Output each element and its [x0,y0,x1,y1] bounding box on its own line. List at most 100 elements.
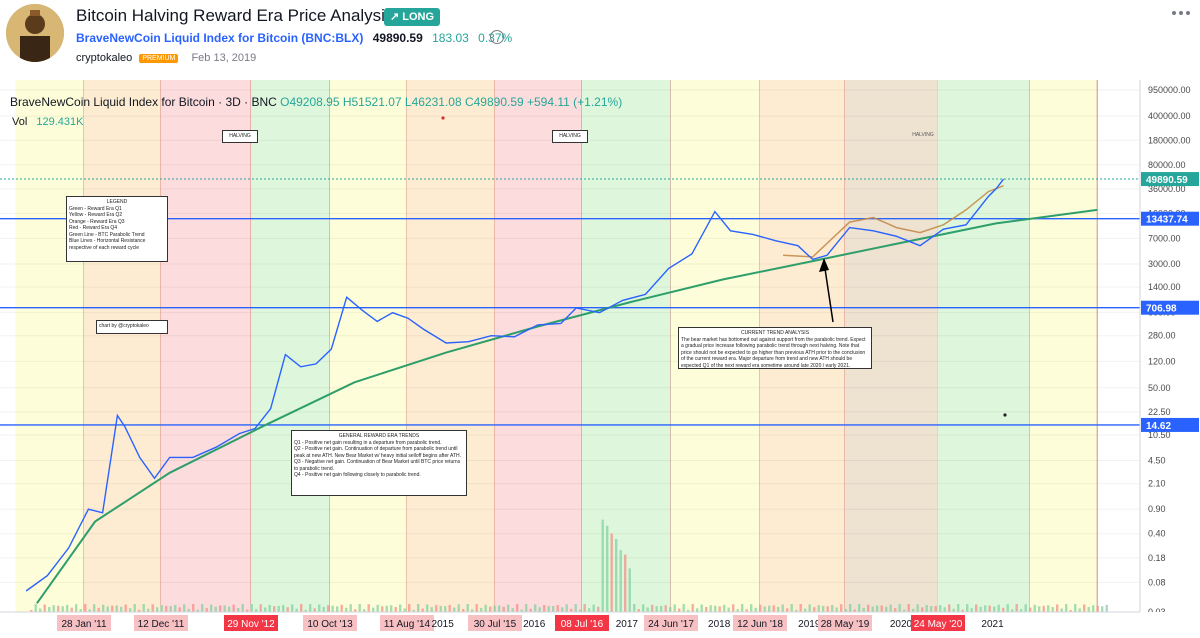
volume-bar [507,604,510,612]
symbol-name-link[interactable]: BraveNewCoin Liquid Index for Bitcoin [76,31,299,45]
volume-bar [358,604,361,612]
legend-box-line: Yellow - Reward Era Q2 [69,212,123,218]
volume-bar [561,607,564,612]
price-label: 49890.59 [1146,175,1188,186]
publish-date: Feb 13, 2019 [191,52,257,64]
volume-bar [840,604,843,612]
volume-bar [124,604,127,612]
long-badge: ↗ LONG [384,8,441,26]
volume-bar [988,605,991,612]
volume-bar [687,609,690,612]
volume-bar [943,607,946,612]
volume-bar [502,606,505,612]
current-trend-box[interactable]: CURRENT TREND ANALYSIS The bear market h… [678,327,872,369]
y-tick-label: 400000.00 [1148,111,1191,121]
volume-bar [304,609,307,612]
volume-bar [84,604,87,612]
halving-label: HALVING [552,130,588,143]
volume-bar [318,604,321,612]
volume-bar [552,606,555,612]
volume-bar [1056,604,1059,612]
more-options-icon[interactable] [1170,6,1192,20]
general-trends-line: Q1 - Positive net gain resulting in a de… [294,439,442,446]
volume-bar [862,607,865,612]
volume-bar [799,604,802,612]
volume-bar [412,609,415,612]
symbol-code-link[interactable]: (BNC:BLX) [301,31,364,45]
price-chart[interactable]: 950000.00 400000.00 180000.00 80000.00 36000… [0,80,1200,638]
volume-bar [39,608,42,612]
volume-bar [610,533,613,612]
x-tick-label: 30 Jul '15 [474,619,517,630]
volume-bar [574,604,577,612]
volume-bar [1020,609,1023,612]
volume-bar [399,604,402,612]
volume-bar [237,608,240,612]
volume-bar [466,604,469,612]
symbol-price: 49890.59 [372,31,423,45]
volume-bar [151,604,154,612]
author-name-link[interactable]: cryptokaleo [76,52,133,64]
volume-bar [858,604,861,612]
price-label-bg [1141,300,1199,315]
volume-bar [498,605,501,612]
volume-bar [147,608,150,612]
y-tick-label: 80000.00 [1148,160,1186,170]
volume-bar [880,605,883,612]
volume-bar [471,609,474,612]
legend-box[interactable]: LEGEND Green - Reward Era Q1 Yellow - Re… [66,196,168,262]
volume-value: 129.431K [36,116,84,128]
volume-bar [259,604,262,612]
volume-bar [655,606,658,612]
volume-bar [966,604,969,612]
general-trends-box[interactable]: GENERAL REWARD ERA TRENDS Q1 - Positive … [291,430,467,496]
volume-bar [34,604,37,612]
x-tick-label: 28 May '19 [821,619,870,630]
general-trends-line: Q2 - Positive net gain. Continuation of … [294,446,462,459]
volume-bar [579,609,582,612]
volume-bar [219,605,222,612]
arrow-up-right-icon: ↗ [390,11,400,23]
volume-bar [907,604,910,612]
volume-bar [300,604,303,612]
volume-bar [984,605,987,612]
volume-bar [939,605,942,612]
volume-bar [759,604,762,612]
price-label-bg [1141,172,1199,187]
long-badge-label: LONG [402,11,435,23]
legend-box-line: Red - Reward Era Q4 [69,225,118,231]
x-tick-label: 24 May '20 [914,619,963,630]
chart-legend: BraveNewCoin Liquid Index for Bitcoin · … [10,95,622,109]
date-label-bg [134,615,188,631]
volume-bar [1105,604,1108,612]
volume-bar [804,608,807,612]
volume-bar [777,606,780,612]
y-tick-label: 50.00 [1148,383,1171,393]
chart-area[interactable]: 950000.00 400000.00 180000.00 80000.00 36000… [0,80,1200,638]
volume-bar [619,550,622,612]
volume-bar [286,607,289,612]
volume-bar [1074,604,1077,612]
volume-bar [255,608,258,612]
volume-bar [1015,604,1018,612]
volume-bar [97,607,100,612]
author-credit-box[interactable]: chart by @cryptokaleo [96,320,168,334]
price-label: 706.98 [1146,304,1177,315]
volume-bar [129,608,132,612]
volume-bar [1087,607,1090,612]
volume-bar [930,606,933,612]
x-tick-label: 28 Jan '11 [61,619,107,630]
volume-bar [556,605,559,612]
author-row: cryptokaleo PREMIUM Feb 13, 2019 [76,52,256,64]
volume-bar [345,607,348,612]
volume-bar [795,609,798,612]
price-label-bg [1141,417,1199,432]
volume-bar [142,604,145,612]
author-avatar[interactable] [6,4,64,62]
legend-box-line: respective of each reward cycle [69,244,140,251]
alert-clock-icon[interactable] [490,30,504,44]
y-tick-label: 180000.00 [1148,135,1191,145]
volume-bar [646,607,649,612]
volume-bar [628,568,631,612]
volume-bar [993,606,996,612]
